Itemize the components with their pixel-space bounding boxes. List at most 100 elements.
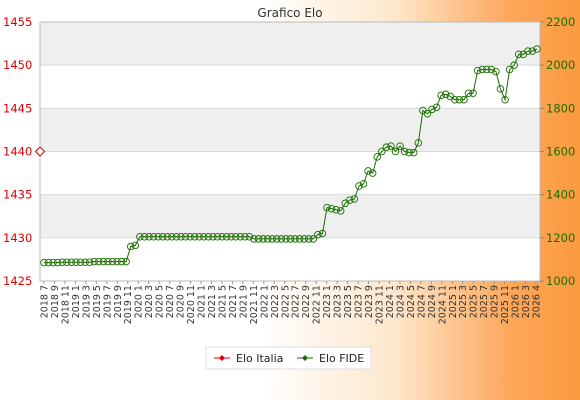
fide-point[interactable]	[44, 258, 53, 267]
fide-point[interactable]	[364, 167, 372, 175]
fide-point[interactable]	[350, 195, 359, 203]
fide-point[interactable]	[209, 233, 217, 241]
fide-point[interactable]	[131, 241, 140, 250]
fide-point[interactable]	[140, 233, 149, 241]
fide-point[interactable]	[49, 258, 57, 267]
fide-point[interactable]	[487, 65, 496, 74]
fide-point[interactable]	[259, 235, 267, 243]
fide-point[interactable]	[368, 169, 377, 177]
fide-point[interactable]	[533, 45, 541, 53]
fide-point[interactable]	[359, 180, 368, 188]
fide-point[interactable]	[154, 233, 162, 241]
fide-point[interactable]	[314, 230, 322, 239]
fide-point[interactable]	[250, 235, 258, 243]
fide-point[interactable]	[378, 147, 386, 156]
fide-point[interactable]	[492, 67, 500, 76]
fide-point[interactable]	[305, 235, 313, 243]
fide-point[interactable]	[327, 204, 336, 213]
fide-point[interactable]	[177, 233, 185, 241]
fide-point[interactable]	[414, 139, 423, 147]
fide-point[interactable]	[263, 235, 272, 243]
fide-point[interactable]	[460, 95, 468, 104]
fide-point[interactable]	[195, 233, 203, 241]
fide-point[interactable]	[455, 95, 464, 104]
fide-point[interactable]	[72, 258, 80, 266]
fide-point[interactable]	[67, 258, 76, 266]
fide-point[interactable]	[122, 257, 130, 266]
fide-point[interactable]	[186, 233, 194, 241]
fide-point[interactable]	[496, 85, 505, 93]
fide-point[interactable]	[318, 229, 327, 238]
fide-point[interactable]	[478, 65, 486, 74]
legend-item-elo-fide[interactable]: Elo FIDE	[297, 352, 364, 365]
fide-point[interactable]	[323, 203, 331, 212]
fide-point[interactable]	[76, 258, 85, 266]
fide-point[interactable]	[441, 90, 450, 99]
fide-point[interactable]	[373, 153, 381, 161]
fide-point[interactable]	[410, 148, 418, 157]
fide-point[interactable]	[382, 143, 391, 151]
fide-point[interactable]	[149, 233, 158, 241]
fide-point[interactable]	[53, 258, 62, 267]
fide-point[interactable]	[501, 95, 509, 104]
fide-point[interactable]	[113, 257, 121, 266]
fide-point[interactable]	[391, 147, 400, 156]
fide-point[interactable]	[336, 207, 345, 215]
fide-point[interactable]	[90, 257, 98, 266]
fide-point[interactable]	[432, 103, 441, 112]
legend-item-elo-italia[interactable]: Elo Italia	[214, 352, 283, 365]
fide-point[interactable]	[227, 233, 235, 241]
fide-point[interactable]	[200, 233, 208, 241]
fide-point[interactable]	[213, 233, 222, 241]
fide-point[interactable]	[108, 257, 117, 266]
fide-point[interactable]	[400, 147, 409, 156]
fide-point[interactable]	[117, 257, 126, 266]
fide-point[interactable]	[95, 257, 103, 266]
fide-point[interactable]	[405, 148, 413, 157]
fide-point[interactable]	[309, 235, 318, 243]
fide-point[interactable]	[104, 257, 112, 266]
fide-point[interactable]	[222, 233, 231, 241]
fide-point[interactable]	[172, 233, 181, 241]
fide-point[interactable]	[241, 233, 249, 241]
fide-point[interactable]	[218, 233, 226, 241]
fide-point[interactable]	[514, 50, 523, 59]
fide-point[interactable]	[277, 235, 286, 243]
fide-point[interactable]	[181, 233, 190, 241]
fide-point[interactable]	[85, 258, 94, 266]
fide-point[interactable]	[396, 142, 404, 150]
fide-point[interactable]	[126, 242, 135, 251]
fide-point[interactable]	[58, 258, 67, 266]
italia-point[interactable]	[34, 146, 46, 157]
fide-point[interactable]	[268, 235, 276, 243]
fide-point[interactable]	[163, 233, 171, 241]
fide-point[interactable]	[332, 206, 340, 214]
fide-point[interactable]	[145, 233, 153, 241]
fide-point[interactable]	[236, 233, 245, 241]
fide-point[interactable]	[63, 258, 71, 266]
fide-point[interactable]	[273, 235, 281, 243]
fide-point[interactable]	[451, 95, 459, 104]
fide-point[interactable]	[469, 89, 477, 97]
fide-point[interactable]	[158, 233, 167, 241]
fide-point[interactable]	[190, 233, 199, 241]
fide-point[interactable]	[473, 66, 482, 75]
fide-point[interactable]	[291, 235, 299, 243]
fide-point[interactable]	[295, 235, 304, 243]
fide-point[interactable]	[428, 105, 436, 114]
fide-point[interactable]	[483, 65, 491, 74]
fide-point[interactable]	[282, 235, 290, 243]
fide-point[interactable]	[300, 235, 308, 243]
fide-point[interactable]	[524, 47, 532, 55]
fide-point[interactable]	[40, 258, 48, 267]
fide-point[interactable]	[437, 91, 445, 100]
fide-point[interactable]	[528, 47, 537, 55]
fide-point[interactable]	[204, 233, 213, 241]
fide-point[interactable]	[245, 233, 254, 241]
fide-point[interactable]	[286, 235, 295, 243]
fide-point[interactable]	[254, 235, 263, 243]
fide-point[interactable]	[510, 61, 518, 69]
fide-point[interactable]	[81, 258, 89, 266]
fide-point[interactable]	[99, 257, 108, 266]
fide-point[interactable]	[168, 233, 176, 241]
